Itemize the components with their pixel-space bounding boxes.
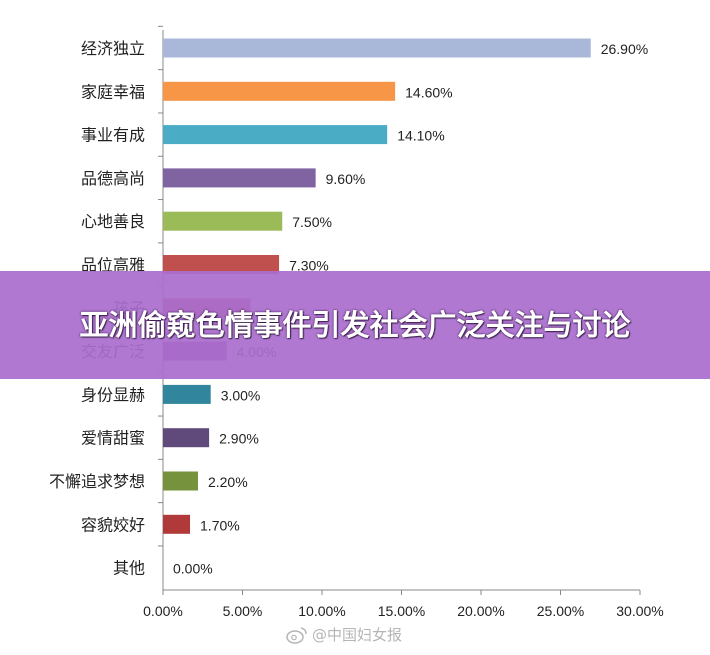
x-tick-label: 30.00% <box>616 603 663 619</box>
x-tick-label: 20.00% <box>457 603 504 619</box>
bar <box>163 38 591 58</box>
data-label: 0.00% <box>173 561 213 577</box>
bar <box>163 471 198 491</box>
bar <box>163 168 316 188</box>
bar <box>163 125 388 145</box>
category-label: 品位高雅 <box>81 256 145 275</box>
data-label: 7.50% <box>292 214 332 230</box>
data-label: 3.00% <box>221 387 261 403</box>
x-tick-label: 5.00% <box>223 603 263 619</box>
category-label: 其他 <box>113 559 145 578</box>
x-tick-label: 15.00% <box>378 603 425 619</box>
bar <box>163 384 211 404</box>
data-label: 2.90% <box>219 431 259 447</box>
x-tick-label: 0.00% <box>143 603 183 619</box>
bar <box>163 514 191 534</box>
data-label: 14.60% <box>405 84 452 100</box>
category-label: 心地善良 <box>81 212 145 231</box>
data-label: 26.90% <box>601 41 648 57</box>
data-label: 14.10% <box>397 128 444 144</box>
category-label: 家庭幸福 <box>81 82 145 101</box>
x-tick-label: 25.00% <box>537 603 584 619</box>
bar <box>163 428 210 448</box>
bar <box>163 211 283 231</box>
category-label: 爱情甜蜜 <box>81 429 145 448</box>
x-tick-label: 10.00% <box>298 603 345 619</box>
bar <box>163 255 280 274</box>
headline-title: 亚洲偷窥色情事件引发社会广泛关注与讨论 <box>79 308 631 342</box>
bar <box>163 81 396 101</box>
category-label: 经济独立 <box>81 39 145 58</box>
data-label: 1.70% <box>200 517 240 533</box>
category-label: 身份显赫 <box>81 385 145 404</box>
watermark-text: @中国妇女报 <box>312 626 403 644</box>
data-label: 2.20% <box>208 474 248 490</box>
category-label: 不懈追求梦想 <box>49 472 145 491</box>
headline-banner: 亚洲偷窥色情事件引发社会广泛关注与讨论 <box>0 271 710 379</box>
category-label: 容貌姣好 <box>81 515 145 534</box>
data-label: 7.30% <box>289 258 329 274</box>
watermark: @中国妇女报 <box>286 624 402 645</box>
data-label: 9.60% <box>326 171 366 187</box>
category-label: 品德高尚 <box>81 169 145 188</box>
category-label: 事业有成 <box>81 126 145 145</box>
weibo-icon <box>286 626 307 644</box>
